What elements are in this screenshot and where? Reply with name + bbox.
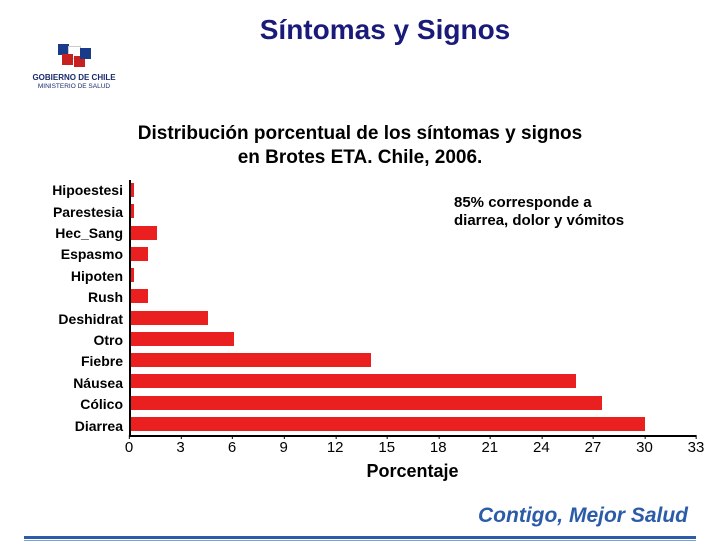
gov-logo: GOBIERNO DE CHILE MINISTERIO DE SALUD	[24, 44, 124, 90]
chart-title-line2: en Brotes ETA. Chile, 2006.	[238, 147, 483, 168]
bar	[131, 247, 148, 261]
footer-text: Contigo, Mejor Salud	[468, 504, 696, 528]
x-tick: 18	[430, 439, 447, 456]
y-axis-category: Hipoten	[24, 269, 123, 283]
slide-title: Síntomas y Signos	[50, 14, 720, 46]
x-tick: 6	[228, 439, 236, 456]
x-tick: 15	[378, 439, 395, 456]
footer: Contigo, Mejor Salud	[24, 536, 696, 542]
chart-container: Distribución porcentual de los síntomas …	[24, 122, 696, 482]
x-tick: 3	[176, 439, 184, 456]
bar	[131, 353, 371, 367]
x-axis-label: Porcentaje	[129, 461, 696, 482]
y-axis-category: Diarrea	[24, 419, 123, 433]
y-axis-category: Hipoestesi	[24, 183, 123, 197]
logo-graphic	[54, 44, 94, 70]
x-axis-ticks: 03691215182124273033	[129, 437, 696, 459]
y-axis-category: Deshidrat	[24, 312, 123, 326]
chart-annotation: 85% corresponde a diarrea, dolor y vómit…	[454, 194, 624, 230]
x-tick: 9	[279, 439, 287, 456]
y-axis-category: Espasmo	[24, 247, 123, 261]
chart-title-line1: Distribución porcentual de los síntomas …	[138, 123, 582, 144]
x-tick: 0	[125, 439, 133, 456]
annotation-line1: 85% corresponde a	[454, 194, 592, 211]
bar	[131, 204, 134, 218]
y-axis-labels: Hipoestesi Parestesia Hec_Sang Espasmo Hipot…	[24, 180, 129, 437]
bar	[131, 183, 134, 197]
y-axis-category: Parestesia	[24, 205, 123, 219]
bar	[131, 311, 208, 325]
x-tick: 27	[585, 439, 602, 456]
bar	[131, 226, 157, 240]
x-tick: 21	[481, 439, 498, 456]
bar	[131, 289, 148, 303]
y-axis-category: Cólico	[24, 397, 123, 411]
x-tick: 30	[636, 439, 653, 456]
annotation-line2: diarrea, dolor y vómitos	[454, 212, 624, 229]
bar	[131, 396, 602, 410]
x-tick: 33	[688, 439, 705, 456]
logo-text-line1: GOBIERNO DE CHILE	[24, 74, 124, 83]
y-axis-category: Fiebre	[24, 354, 123, 368]
y-axis-category: Rush	[24, 290, 123, 304]
y-axis-category: Hec_Sang	[24, 226, 123, 240]
y-axis-category: Náusea	[24, 376, 123, 390]
x-tick: 24	[533, 439, 550, 456]
x-tick: 12	[327, 439, 344, 456]
bar	[131, 374, 576, 388]
bar	[131, 332, 234, 346]
chart-title: Distribución porcentual de los síntomas …	[24, 122, 696, 170]
bar	[131, 417, 645, 431]
y-axis-category: Otro	[24, 333, 123, 347]
logo-text-line2: MINISTERIO DE SALUD	[24, 83, 124, 90]
bar	[131, 268, 134, 282]
